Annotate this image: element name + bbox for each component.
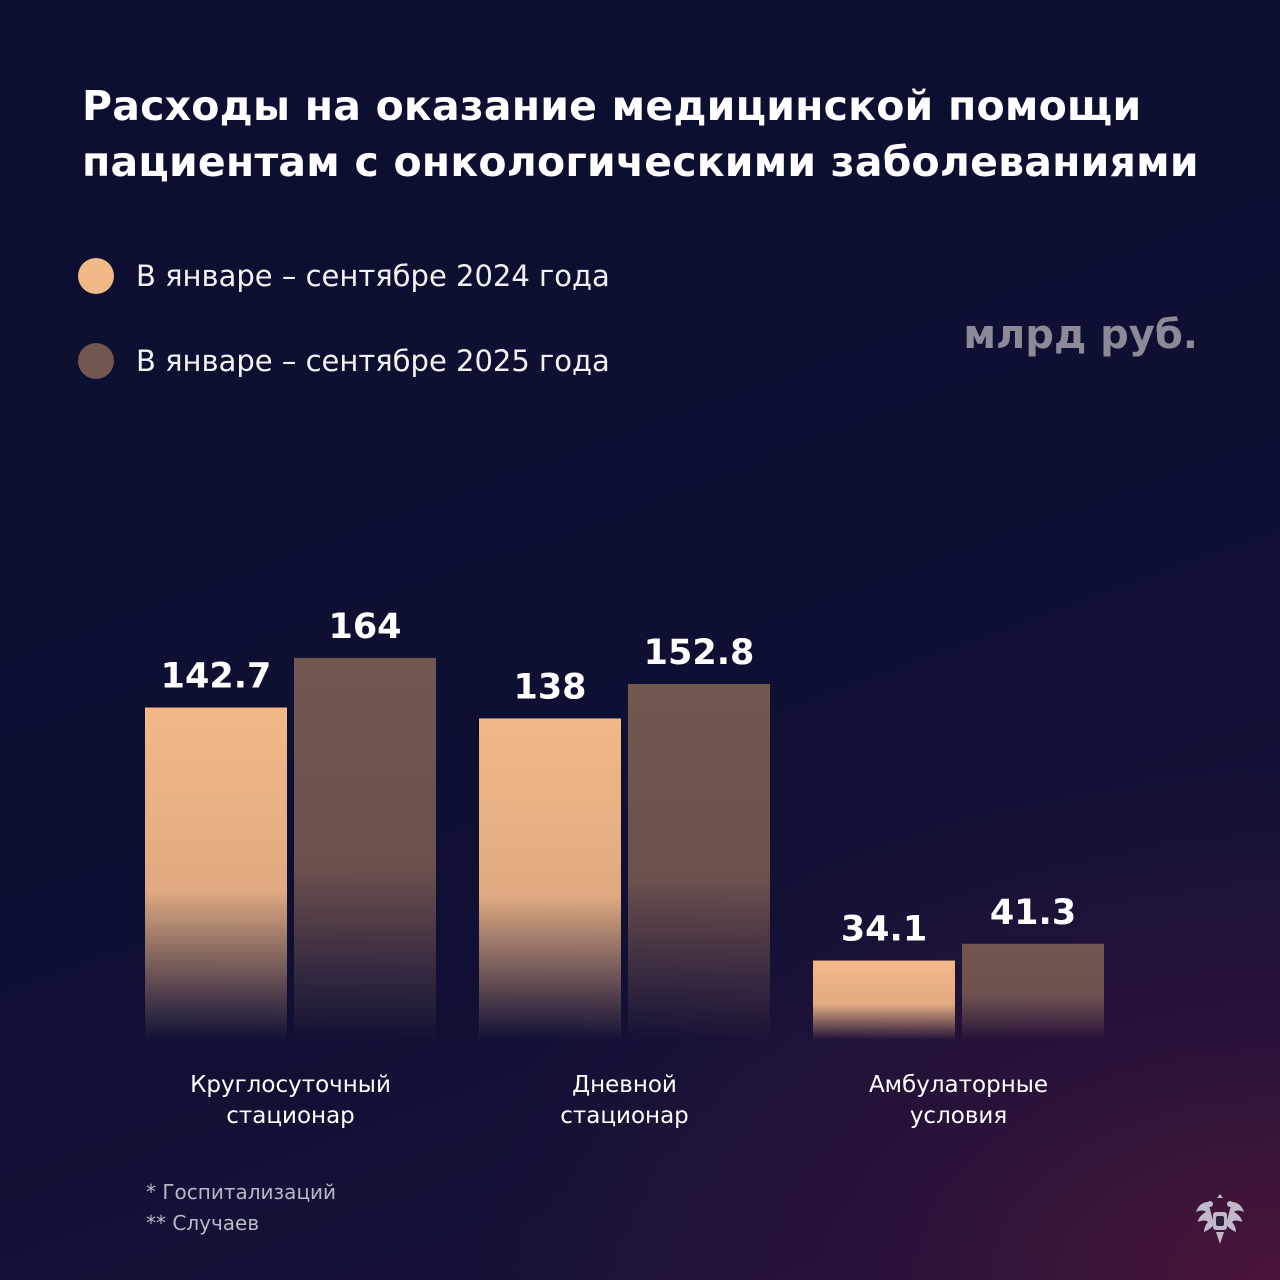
footnote-1: * Госпитализаций	[146, 1180, 337, 1204]
unit-label: млрд руб.	[963, 312, 1198, 358]
bar-2025-1	[628, 683, 770, 1040]
category-label-2-line-2: условия	[910, 1103, 1007, 1129]
chart-title-line-2: пациентам с онкологическими заболеваниям…	[82, 138, 1199, 186]
category-label-0-line-1: Круглосуточный	[190, 1072, 391, 1098]
data-label-2024-2: 34.1	[841, 910, 927, 950]
data-label-2024-1: 138	[513, 667, 586, 707]
bar-2024-1	[479, 718, 621, 1040]
legend-label-2024: В январе – сентябре 2024 года	[136, 259, 610, 293]
data-label-2024-0: 142.7	[161, 657, 272, 697]
category-label-1-line-1: Дневной	[572, 1072, 677, 1098]
bar-2025-0	[294, 657, 436, 1040]
category-label-0-line-2: стационар	[226, 1103, 355, 1129]
legend-item-2025: В январе – сентябре 2025 года	[78, 343, 610, 379]
chart-title-line-1: Расходы на оказание медицинской помощи	[82, 82, 1142, 130]
footnote-2: ** Случаев	[146, 1211, 260, 1235]
bar-2025-2	[962, 943, 1104, 1040]
legend-swatch-2024	[78, 258, 114, 294]
category-label-1-line-2: стационар	[560, 1103, 689, 1129]
data-label-2025-1: 152.8	[644, 633, 755, 673]
double-headed-eagle-icon	[1196, 1194, 1244, 1244]
legend-label-2025: В январе – сентябре 2025 года	[136, 344, 610, 378]
bar-2024-2	[813, 960, 955, 1040]
data-label-2025-0: 164	[328, 607, 401, 647]
category-label-2-line-1: Амбулаторные	[869, 1072, 1048, 1098]
data-label-2025-2: 41.3	[990, 893, 1076, 933]
bar-2024-0	[145, 707, 287, 1040]
chart-title: Расходы на оказание медицинской помощи п…	[82, 78, 1202, 190]
legend-swatch-2025	[78, 343, 114, 379]
legend-item-2024: В январе – сентябре 2024 года	[78, 258, 610, 294]
